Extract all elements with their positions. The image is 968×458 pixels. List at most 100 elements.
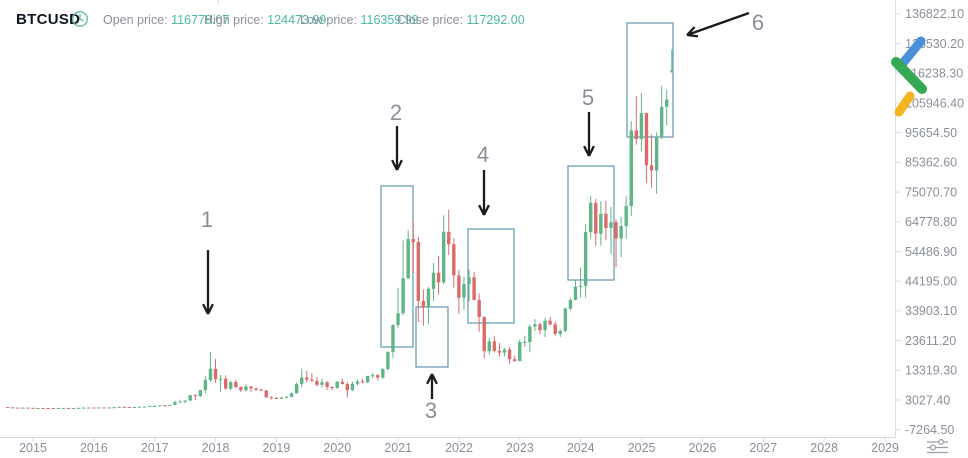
candle xyxy=(634,130,639,140)
price-axis-labels: 136822.10126530.20116238.30105946.409565… xyxy=(896,7,964,437)
svg-text:75070.70: 75070.70 xyxy=(905,185,957,199)
candle xyxy=(457,275,461,298)
candle xyxy=(467,277,471,285)
candle xyxy=(183,400,187,402)
candle xyxy=(523,341,527,343)
svg-text:64778.80: 64778.80 xyxy=(905,215,957,229)
candle xyxy=(173,402,177,405)
candle xyxy=(218,378,223,380)
candle xyxy=(102,407,106,409)
candle xyxy=(512,359,517,361)
chart-header: BTCUSD Open price: 116778.07 High price:… xyxy=(0,0,968,38)
candle xyxy=(462,284,466,298)
candle xyxy=(619,225,623,239)
svg-text:33903.10: 33903.10 xyxy=(905,304,957,318)
candle xyxy=(234,382,238,388)
candle xyxy=(21,407,25,409)
candle xyxy=(365,375,370,383)
candle xyxy=(56,407,61,409)
candle xyxy=(147,405,152,407)
arrow-head xyxy=(206,303,214,315)
candle xyxy=(421,300,426,308)
candle xyxy=(594,202,598,234)
candle xyxy=(614,222,618,239)
svg-text:116238.30: 116238.30 xyxy=(905,67,963,81)
candle xyxy=(543,320,547,331)
svg-text:105946.40: 105946.40 xyxy=(905,96,964,110)
open-price-value: 116778.07 xyxy=(171,13,230,27)
candle xyxy=(193,395,197,397)
annotation-boxes[interactable] xyxy=(380,22,674,368)
candle xyxy=(563,308,568,331)
candle xyxy=(97,407,101,409)
candle xyxy=(71,408,76,410)
candle xyxy=(644,113,649,166)
candle xyxy=(518,341,522,361)
candle xyxy=(406,239,410,279)
candle xyxy=(158,405,162,407)
candle xyxy=(447,231,451,245)
svg-text:2016: 2016 xyxy=(80,441,108,455)
candle xyxy=(213,368,218,380)
candle xyxy=(61,407,66,409)
candle xyxy=(16,407,20,409)
svg-text:2023: 2023 xyxy=(506,441,534,455)
candle xyxy=(583,232,588,286)
annotation-arrows[interactable] xyxy=(202,11,750,399)
candle xyxy=(51,408,55,410)
candle xyxy=(330,386,334,388)
candle xyxy=(589,202,593,233)
svg-text:2015: 2015 xyxy=(19,441,47,455)
candle xyxy=(325,382,329,387)
open-price-label: Open price: xyxy=(103,13,168,27)
svg-text:2021: 2021 xyxy=(384,441,412,455)
annotation-numbers[interactable]: 1 2 3 4 5 6 xyxy=(201,10,764,423)
high-price-value: 124473.99 xyxy=(267,13,327,27)
candle xyxy=(624,206,628,226)
axis-settings-icon[interactable] xyxy=(927,438,948,454)
candle xyxy=(259,389,263,391)
low-price-label: Low price: xyxy=(300,13,357,27)
candle xyxy=(599,213,603,234)
candle xyxy=(497,350,502,353)
candle xyxy=(411,239,415,243)
svg-text:2025: 2025 xyxy=(628,441,656,455)
candle xyxy=(553,324,557,334)
open-price-stat: Open price: 116778.07 xyxy=(103,13,229,27)
svg-text:23611.20: 23611.20 xyxy=(905,334,956,348)
candle xyxy=(208,368,213,381)
candle xyxy=(188,395,192,401)
marker-number: 2 xyxy=(390,100,402,125)
close-price-stat: Close price: 117292.00 xyxy=(397,13,525,27)
svg-text:2027: 2027 xyxy=(749,441,777,455)
low-price-value: 116359.99 xyxy=(360,13,419,27)
candle xyxy=(178,401,182,403)
svg-text:44195.00: 44195.00 xyxy=(905,274,957,288)
svg-text:2017: 2017 xyxy=(141,441,169,455)
arrow-head xyxy=(202,303,210,315)
drawn-rectangle xyxy=(626,22,674,138)
candle xyxy=(294,383,299,394)
drawn-rectangle xyxy=(567,165,615,281)
candle xyxy=(482,316,486,352)
candle xyxy=(92,407,96,409)
marker-number: 6 xyxy=(752,10,764,35)
marker-number: 5 xyxy=(582,85,594,110)
candle xyxy=(345,383,350,391)
candle xyxy=(528,326,532,342)
candle xyxy=(142,406,147,408)
close-price-label: Close price: xyxy=(397,13,463,27)
arrow-head xyxy=(686,26,696,36)
candle xyxy=(284,396,289,398)
candle xyxy=(82,407,86,409)
marker-number: 3 xyxy=(425,398,437,423)
svg-text:2026: 2026 xyxy=(689,441,717,455)
candle xyxy=(168,404,172,406)
candle xyxy=(335,381,339,388)
candle xyxy=(41,408,45,410)
candle xyxy=(441,231,446,283)
chart-pane[interactable] xyxy=(0,0,895,437)
candle xyxy=(670,70,674,72)
